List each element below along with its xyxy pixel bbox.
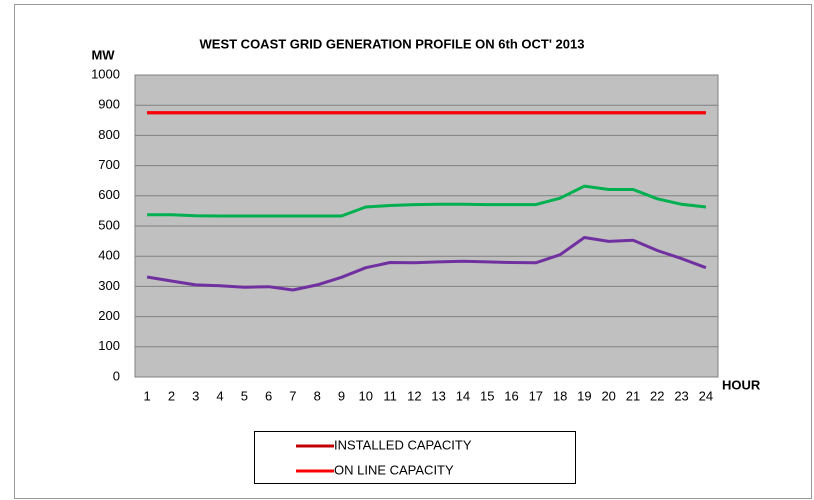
y-tick-label: 1000 (91, 66, 120, 81)
x-tick-label: 24 (699, 388, 713, 403)
legend-box (254, 431, 576, 484)
x-tick-label: 18 (553, 388, 567, 403)
x-tick-label: 17 (529, 388, 543, 403)
y-tick-label: 0 (113, 368, 120, 383)
chart-title: WEST COAST GRID GENERATION PROFILE ON 6t… (200, 36, 585, 51)
x-tick-label: 20 (601, 388, 615, 403)
series-line (146, 236, 707, 292)
x-tick-label: 12 (407, 388, 421, 403)
x-tick-label: 21 (626, 388, 640, 403)
x-tick-label: 15 (480, 388, 494, 403)
y-tick-label: 500 (98, 217, 120, 232)
x-tick-label: 22 (650, 388, 664, 403)
x-tick-label: 8 (314, 388, 321, 403)
x-tick-label: 5 (241, 388, 248, 403)
x-axis-label: HOUR (722, 377, 761, 392)
y-axis-label: MW (91, 47, 115, 62)
x-tick-label: 2 (168, 388, 175, 403)
x-tick-label: 1 (144, 388, 151, 403)
x-tick-label: 9 (338, 388, 345, 403)
x-tick-label: 10 (359, 388, 373, 403)
legend-label: INSTALLED CAPACITY (334, 437, 472, 452)
legend-label: ON LINE CAPACITY (334, 462, 454, 477)
x-tick-label: 13 (431, 388, 445, 403)
x-tick-label: 23 (674, 388, 688, 403)
x-tick-label: 11 (383, 388, 397, 403)
y-tick-label: 100 (98, 338, 120, 353)
x-tick-label: 16 (504, 388, 518, 403)
x-tick-label: 4 (216, 388, 223, 403)
x-tick-label: 19 (577, 388, 591, 403)
x-tick-label: 6 (265, 388, 272, 403)
y-tick-label: 200 (98, 308, 120, 323)
y-tick-label: 400 (98, 248, 120, 263)
x-tick-label: 7 (289, 388, 296, 403)
y-tick-label: 700 (98, 157, 120, 172)
x-tick-label: 14 (456, 388, 470, 403)
y-tick-label: 300 (98, 278, 120, 293)
series-line (147, 184, 707, 218)
y-tick-label: 600 (98, 187, 120, 202)
y-tick-label: 900 (98, 97, 120, 112)
x-tick-label: 3 (192, 388, 199, 403)
y-tick-label: 800 (98, 127, 120, 142)
